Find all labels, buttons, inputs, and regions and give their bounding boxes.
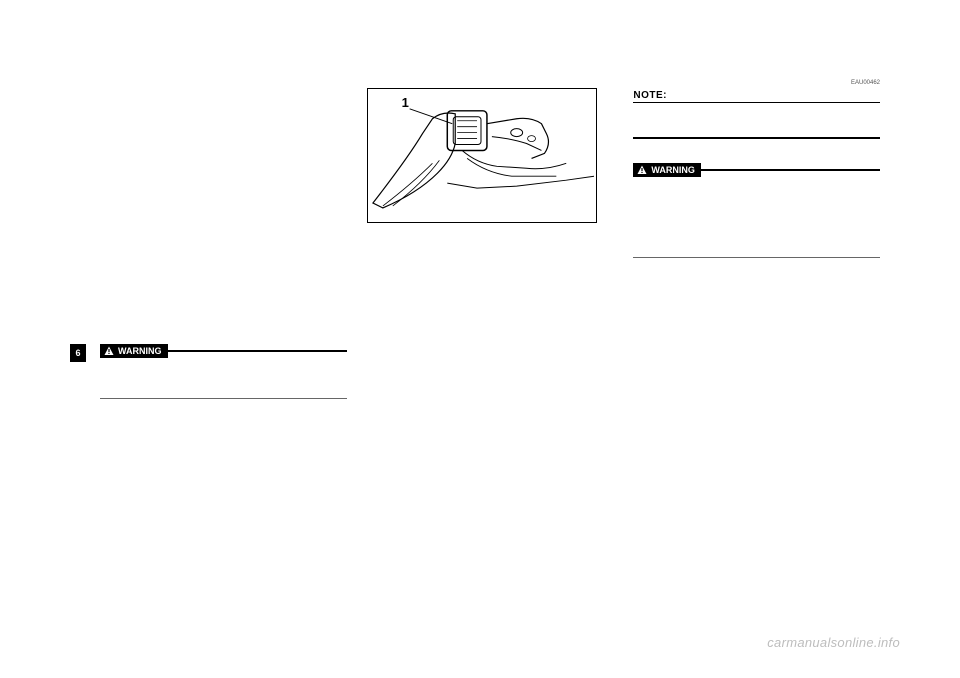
reference-code: EAU00462	[633, 80, 880, 86]
warning-body-text	[633, 181, 880, 251]
warning-label: WARNING	[100, 344, 168, 358]
three-column-layout: WARNING	[100, 80, 880, 600]
warning-rule	[701, 169, 880, 171]
note-body-text	[633, 107, 880, 137]
warning-text: WARNING	[651, 165, 695, 175]
warning-label: WARNING	[633, 163, 701, 177]
column-right: EAU00462 NOTE: WARNING	[633, 80, 880, 600]
note-banner: NOTE:	[633, 90, 880, 103]
watermark-text: carmanualsonline.info	[767, 635, 900, 650]
section-header	[100, 80, 347, 92]
body-text-block	[367, 233, 614, 483]
chapter-side-tab: 6	[70, 344, 86, 362]
technical-illustration: 1	[367, 88, 597, 223]
body-text-block	[100, 132, 347, 332]
warning-triangle-icon	[637, 165, 647, 175]
section-end-rule	[633, 257, 880, 258]
warning-banner: WARNING	[633, 163, 880, 177]
note-label: NOTE:	[633, 90, 667, 103]
section-end-rule	[100, 398, 347, 399]
warning-rule	[168, 350, 347, 352]
page-content: WARNING	[100, 80, 880, 600]
column-middle: 1	[367, 80, 614, 600]
note-rule	[667, 102, 880, 104]
warning-text: WARNING	[118, 346, 162, 356]
warning-triangle-icon	[104, 346, 114, 356]
warning-body-text	[100, 362, 347, 392]
column-left: WARNING	[100, 80, 347, 600]
figure-callout-1: 1	[402, 95, 409, 110]
warning-banner: WARNING	[100, 344, 347, 358]
